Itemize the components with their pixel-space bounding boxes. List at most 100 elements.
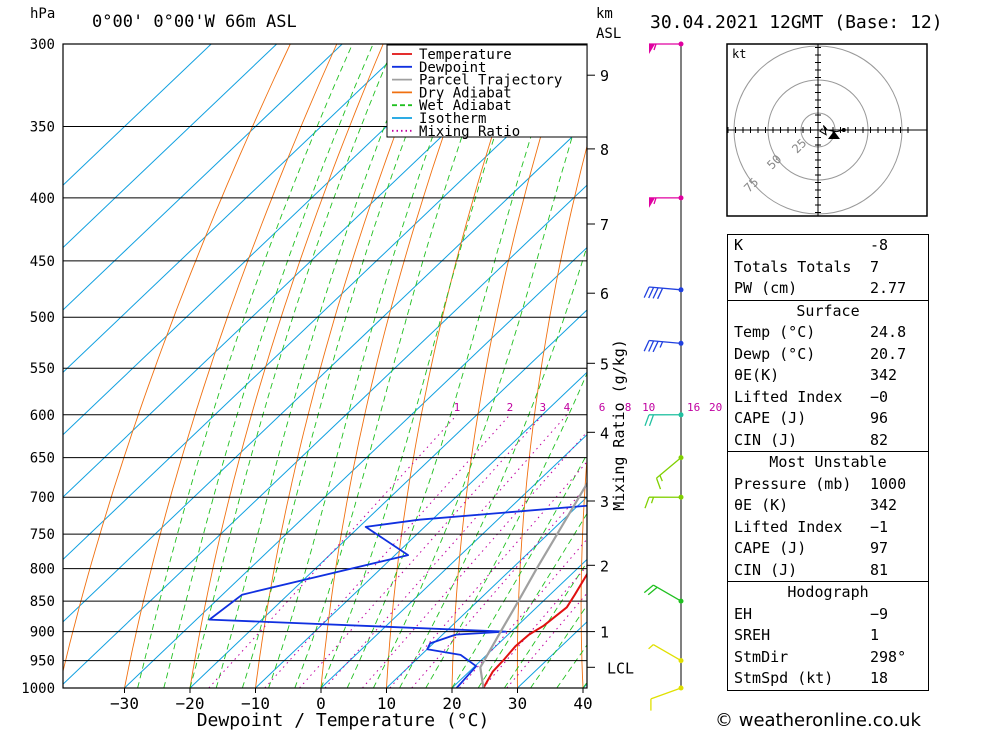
wind-barb-full: [643, 340, 650, 352]
dry-adiabat-line: [977, 44, 1000, 688]
wind-barb-full: [648, 340, 655, 352]
top-label: Totals Totals: [734, 257, 852, 276]
x-tick-label: 20: [442, 694, 461, 713]
pressure-tick-label: 950: [30, 654, 55, 670]
mu-row: CAPE (J) 97: [728, 538, 928, 560]
pressure-tick-label: 900: [30, 625, 55, 641]
mixing-ratio-line: [299, 414, 544, 688]
hodograph-trace: [819, 125, 844, 136]
hodograph-title: Hodograph: [787, 583, 869, 601]
mixing-ratio-label: 16: [687, 401, 700, 414]
dewpoint-line: [208, 504, 587, 688]
mu-value: 342: [870, 496, 898, 514]
x-axis-label: Dewpoint / Temperature (°C): [197, 710, 490, 731]
pressure-tick-label: 1000: [21, 681, 55, 697]
wind-barb-full: [644, 414, 650, 427]
top-value: 7: [870, 257, 880, 276]
asl-unit-label: ASL: [596, 26, 622, 42]
surface-label: Lifted Index: [734, 387, 843, 406]
surface-title: Surface: [796, 301, 860, 320]
wind-barb-full: [652, 341, 659, 353]
top-row: Totals Totals 7: [728, 257, 928, 279]
wind-barb-flag: [649, 197, 655, 208]
isotherm-line: [63, 122, 587, 623]
wind-barb-full: [652, 287, 659, 299]
hodo-row: StmDir 298°: [728, 647, 928, 669]
isotherm-line: [320, 433, 587, 688]
legend-label: Parcel Trajectory: [419, 73, 562, 89]
isotherm-line: [63, 44, 540, 498]
km-tick-label: 8: [600, 141, 609, 159]
temperature-line: [482, 572, 587, 688]
legend-label: Temperature: [419, 47, 512, 63]
wind-barb-full: [648, 414, 655, 427]
pressure-tick-label: 450: [30, 254, 55, 270]
copyright-link[interactable]: © weatheronline.co.uk: [715, 710, 921, 731]
isotherm-line: [255, 371, 587, 688]
hodograph-top-point: [841, 128, 846, 132]
wind-barb-full: [655, 477, 662, 490]
wind-barb-half: [653, 197, 657, 205]
storm-motion-marker: [828, 131, 840, 139]
top-label: K: [734, 236, 744, 254]
isotherm-line: [63, 44, 409, 373]
pressure-tick-label: 800: [30, 562, 55, 578]
pressure-tick-label: 850: [30, 594, 55, 610]
wind-barb-shaft: [649, 286, 682, 291]
wind-barb-full: [648, 287, 655, 299]
mixing-ratio-label: 3: [539, 401, 546, 414]
mu-label: CIN (J): [734, 560, 798, 579]
legend-box: [386, 44, 588, 138]
mixing-ratio-label: 1: [454, 401, 461, 414]
mu-value: −1: [870, 517, 889, 536]
indices-table: K -8 Totals Totals 7 PW (cm) 2.77 Surface Tem…: [727, 234, 929, 691]
pressure-tick-label: 650: [30, 451, 55, 467]
top-row: PW (cm) 2.77: [728, 278, 928, 300]
top-value: -8: [870, 236, 889, 254]
datetime-title: 30.04.2021 12GMT (Base: 12): [650, 12, 943, 33]
mixing-ratio-line: [264, 414, 511, 688]
mixing-ratio-axis-label: Mixing Ratio (g/kg): [610, 339, 628, 511]
plot-frame: [62, 43, 588, 689]
legend-label: Wet Adiabat: [419, 98, 512, 114]
mixing-ratio-line: [362, 431, 587, 688]
top-value: 2.77: [870, 279, 907, 297]
dry-adiabat-line: [451, 44, 570, 688]
surface-value: 342: [870, 366, 898, 384]
surface-value: 82: [870, 430, 889, 449]
x-tick-label: −20: [176, 694, 205, 713]
wind-barb-half: [659, 475, 663, 482]
mixing-ratio-label: 2: [507, 401, 514, 414]
wind-barb-shaft: [650, 687, 682, 700]
surface-label: CIN (J): [734, 430, 798, 449]
surface-value: −0: [870, 387, 889, 406]
km-tick-label: 7: [600, 216, 609, 234]
surface-value: 96: [870, 409, 889, 427]
isotherm-line: [63, 44, 343, 311]
hodo-value: 1: [870, 626, 880, 644]
top-label: PW (cm): [734, 279, 798, 297]
pressure-tick-label: 300: [30, 37, 55, 53]
km-tick-label: 2: [600, 557, 609, 575]
pressure-tick-label: 400: [30, 191, 55, 207]
wind-barb-full: [644, 496, 650, 509]
mu-label: θE (K): [734, 496, 789, 514]
wind-barb-shaft: [656, 457, 682, 479]
km-unit-label: km: [596, 6, 613, 22]
x-tick-label: 30: [508, 694, 527, 713]
surface-row: θE(K) 342: [728, 365, 928, 387]
wet-adiabat-line: [372, 85, 587, 688]
x-tick-label: 0: [316, 694, 326, 713]
wind-barb-half: [659, 341, 664, 348]
surface-label: Dewp (°C): [734, 344, 816, 363]
indices-hodo-section: Hodograph EH −9 SREH 1 StmDir 298° StmSpd (kt)…: [728, 581, 928, 690]
km-tick-label: 5: [600, 355, 609, 373]
pressure-unit-label: hPa: [30, 6, 56, 22]
isotherm-line: [63, 44, 212, 186]
dry-adiabat-line: [255, 44, 431, 688]
mixing-ratio-label: 4: [564, 401, 571, 414]
axes: 1234681016202530035040045050055060065070…: [21, 37, 744, 713]
mu-value: 1000: [870, 474, 907, 493]
wind-barb-full: [657, 287, 664, 300]
